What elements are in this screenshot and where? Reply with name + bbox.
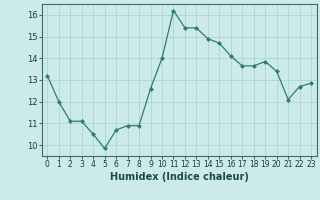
X-axis label: Humidex (Indice chaleur): Humidex (Indice chaleur) (110, 172, 249, 182)
